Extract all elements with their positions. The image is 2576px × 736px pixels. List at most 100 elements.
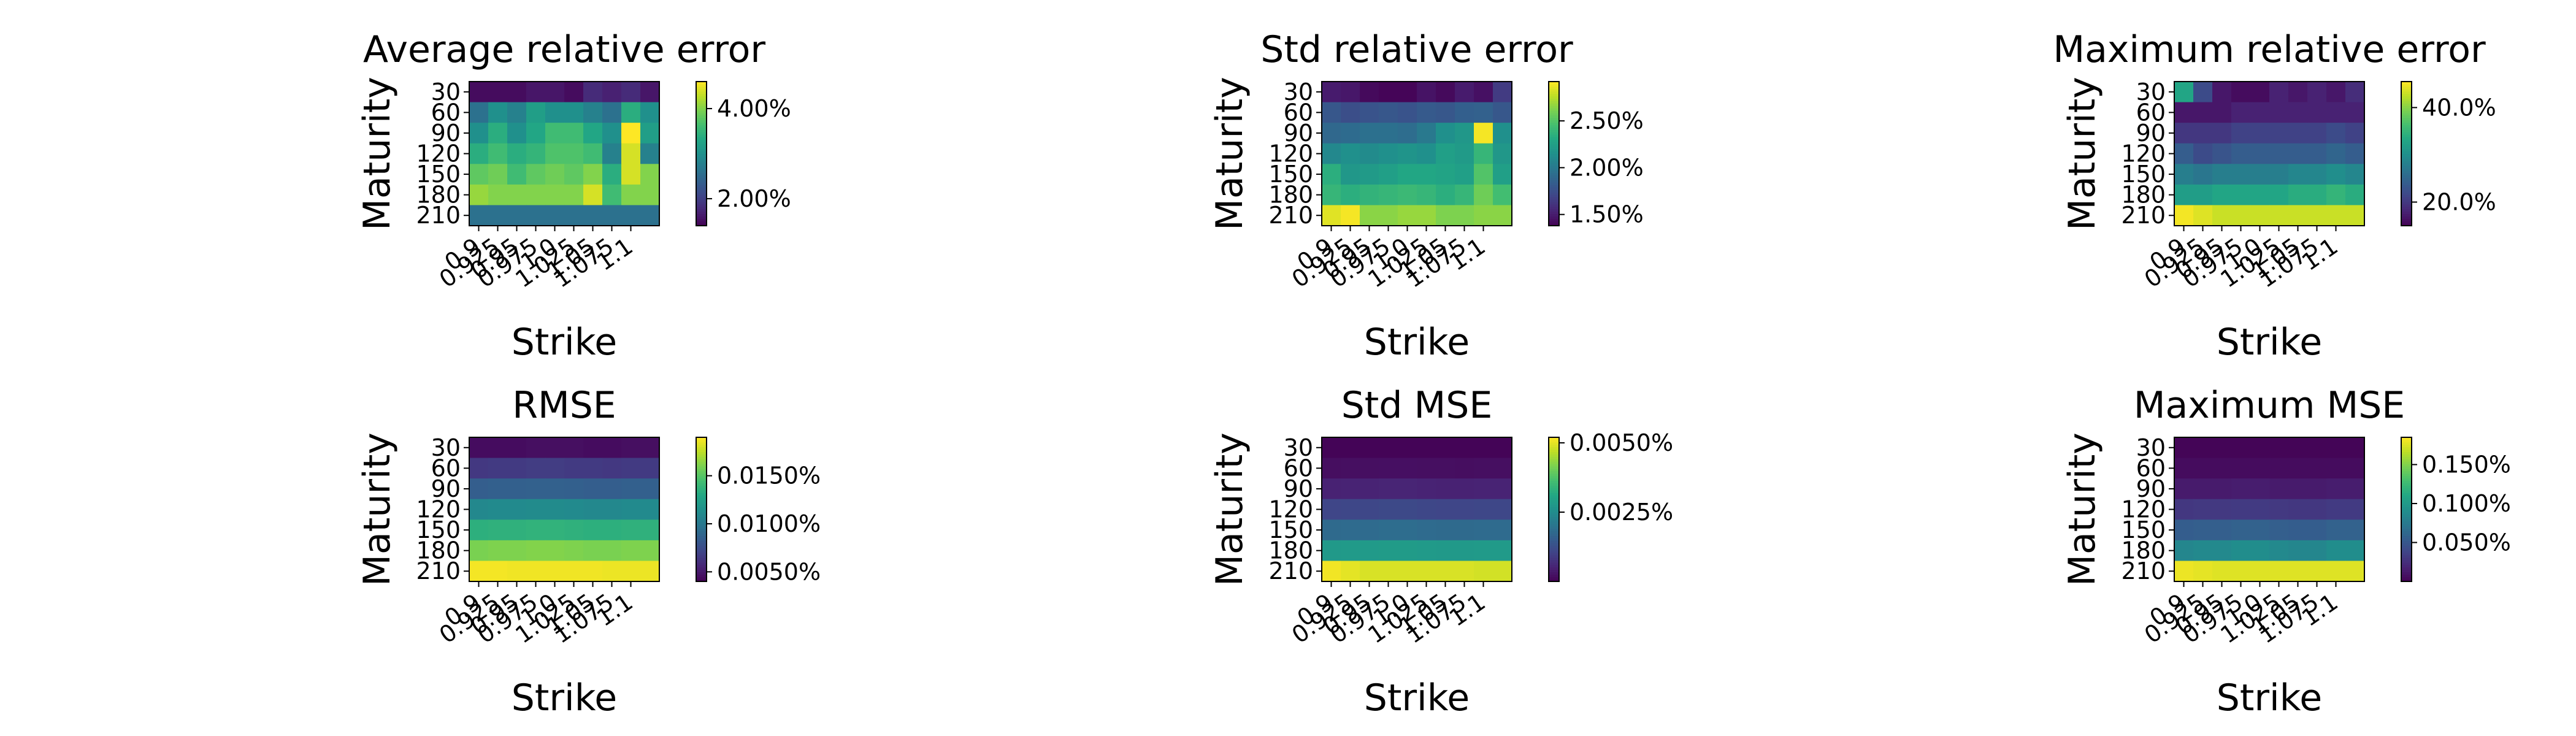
colorbar-segment bbox=[2401, 468, 2412, 472]
heatmap-cell bbox=[1360, 458, 1379, 479]
colorbar-segment bbox=[696, 504, 707, 508]
y-tick-label: 30 bbox=[431, 79, 461, 105]
heatmap-cell bbox=[2250, 478, 2270, 500]
heatmap-cell bbox=[2250, 82, 2270, 103]
colorbar-segment bbox=[2401, 134, 2412, 137]
heatmap-cell bbox=[2307, 143, 2327, 164]
colorbar-tick-label: 0.050% bbox=[2422, 529, 2511, 556]
heatmap-cell bbox=[1455, 458, 1474, 479]
colorbar-segment bbox=[696, 524, 707, 527]
y-tick-label: 90 bbox=[431, 475, 461, 502]
heatmap-cell bbox=[2174, 561, 2194, 582]
colorbar-segment bbox=[2401, 177, 2412, 181]
heatmap-cell bbox=[526, 499, 546, 520]
heatmap-cell bbox=[2307, 540, 2327, 562]
colorbar-segment bbox=[696, 502, 707, 505]
heatmap-cell bbox=[1474, 164, 1493, 185]
colorbar-segment bbox=[2401, 86, 2412, 90]
heatmap-cell bbox=[1455, 102, 1474, 123]
heatmap-cell bbox=[2193, 143, 2213, 164]
heatmap-cell bbox=[2174, 102, 2194, 123]
heatmap-cell bbox=[488, 205, 508, 226]
heatmap-cell bbox=[1436, 143, 1455, 164]
heatmap-cell bbox=[2250, 519, 2270, 541]
heatmap-cell bbox=[1341, 540, 1360, 562]
colorbar-segment bbox=[696, 567, 707, 570]
heatmap-cell bbox=[1322, 102, 1341, 123]
heatmap-cell bbox=[2269, 499, 2289, 520]
colorbar-segment bbox=[696, 221, 707, 224]
heatmap-cell bbox=[469, 184, 489, 206]
heatmap-cell bbox=[2269, 184, 2289, 206]
colorbar-segment bbox=[1549, 535, 1559, 539]
colorbar-segment bbox=[696, 216, 707, 219]
heatmap-cell bbox=[545, 205, 565, 226]
colorbar-segment bbox=[696, 146, 707, 150]
colorbar-segment bbox=[2401, 168, 2412, 171]
heatmap-cell bbox=[2307, 519, 2327, 541]
colorbar-segment bbox=[696, 194, 707, 197]
colorbar-tick-label: 4.00% bbox=[717, 95, 791, 122]
heatmap-cell bbox=[526, 143, 546, 164]
heatmap-cell bbox=[2269, 143, 2289, 164]
colorbar-segment bbox=[1549, 559, 1559, 563]
heatmap-cell bbox=[2231, 458, 2251, 479]
colorbar-segment bbox=[1549, 516, 1559, 519]
heatmap-cell bbox=[1436, 458, 1455, 479]
colorbar-segment bbox=[2401, 504, 2412, 508]
colorbar-segment bbox=[2401, 91, 2412, 94]
heatmap-cell bbox=[2326, 540, 2346, 562]
colorbar-segment bbox=[696, 204, 707, 207]
heatmap-cell bbox=[2307, 102, 2327, 123]
heatmap-cell bbox=[1474, 458, 1493, 479]
heatmap-cell bbox=[583, 519, 603, 541]
colorbar-segment bbox=[696, 548, 707, 551]
heatmap-cell bbox=[469, 123, 489, 144]
colorbar-segment bbox=[1549, 172, 1559, 176]
colorbar-tick-label: 40.0% bbox=[2422, 94, 2496, 121]
colorbar-segment bbox=[2401, 223, 2412, 226]
heatmap-cell bbox=[2174, 437, 2194, 459]
colorbar-segment bbox=[2401, 218, 2412, 221]
heatmap-cell bbox=[640, 478, 660, 500]
heatmap-cell bbox=[1379, 437, 1398, 459]
y-tick-label: 180 bbox=[1268, 182, 1313, 209]
heatmap-cell bbox=[564, 102, 584, 123]
heatmap-cell bbox=[2231, 164, 2251, 185]
colorbar-segment bbox=[1549, 201, 1559, 205]
colorbar-segment bbox=[696, 105, 707, 109]
colorbar-segment bbox=[2401, 557, 2412, 561]
heatmap-cell bbox=[621, 82, 641, 103]
heatmap-cell bbox=[2288, 205, 2308, 226]
colorbar-segment bbox=[696, 540, 707, 543]
heatmap-cell bbox=[2307, 164, 2327, 185]
colorbar-segment bbox=[2401, 567, 2412, 570]
heatmap-cell bbox=[564, 123, 584, 144]
colorbar-tick-label: 2.50% bbox=[1570, 107, 1644, 134]
heatmap-cell bbox=[2326, 143, 2346, 164]
colorbar-segment bbox=[696, 122, 707, 126]
heatmap-cell bbox=[583, 561, 603, 582]
heatmap-cell bbox=[1474, 143, 1493, 164]
heatmap-cell bbox=[583, 478, 603, 500]
heatmap-cell bbox=[1398, 184, 1417, 206]
heatmap-cell bbox=[2345, 123, 2365, 144]
heatmap-cell bbox=[583, 540, 603, 562]
heatmap-cell bbox=[2288, 164, 2308, 185]
heatmap-cell bbox=[2231, 82, 2251, 103]
colorbar-segment bbox=[696, 480, 707, 484]
heatmap-cell bbox=[488, 540, 508, 562]
heatmap-cell bbox=[526, 458, 546, 479]
colorbar-segment bbox=[2401, 512, 2412, 515]
colorbar-segment bbox=[2401, 170, 2412, 174]
colorbar-segment bbox=[1549, 521, 1559, 524]
heatmap-cell bbox=[1341, 478, 1360, 500]
colorbar-segment bbox=[2401, 502, 2412, 505]
colorbar-segment bbox=[696, 117, 707, 121]
heatmap-cell bbox=[2212, 519, 2232, 541]
heatmap-cell bbox=[1493, 437, 1512, 459]
heatmap-cell bbox=[2174, 164, 2194, 185]
heatmap-cell bbox=[1474, 499, 1493, 520]
colorbar-segment bbox=[696, 512, 707, 515]
colorbar-segment bbox=[2401, 117, 2412, 121]
